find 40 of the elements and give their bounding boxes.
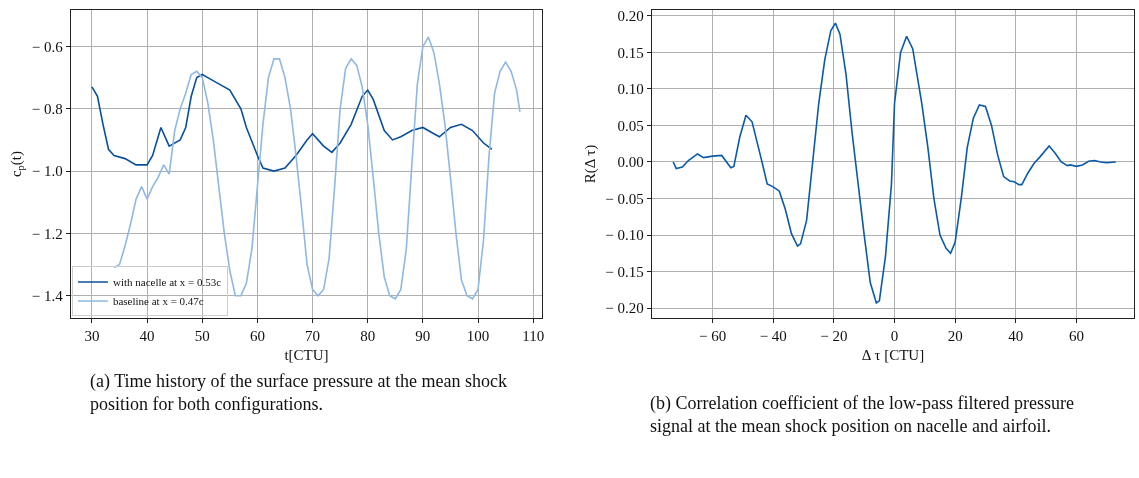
legend-label: baseline at x = 0.47c — [112, 295, 204, 308]
legend-label: with nacelle at x = 0.53c — [112, 276, 222, 289]
x-tick-label: 100 — [466, 328, 490, 345]
text: (b) Correlation coefficient of the low-pass filtered pressure signal at the mean shock position on nacelle and airfoil. — [650, 392, 1075, 438]
y-tick-label: 0.20 — [617, 8, 644, 25]
y-tick-label: − 0.05 — [605, 190, 644, 207]
line-series — [91, 73, 493, 172]
y-tick-label: 0.10 — [617, 81, 644, 98]
y-tick-label: 0.00 — [617, 154, 644, 171]
x-axis-title: t[CTU] — [284, 347, 329, 364]
text: (a) Time history of the surface pressure at the mean shock position for both configurations. — [90, 370, 508, 416]
x-tick-label: 60 — [249, 328, 265, 345]
x-axis-title: Δ τ [CTU] — [861, 347, 925, 364]
y-axis-title: R(Δ τ) — [581, 144, 599, 184]
x-tick-label: 50 — [194, 328, 210, 345]
y-tick-label: − 0.10 — [605, 227, 644, 244]
x-tick-label: 90 — [415, 328, 431, 345]
x-tick-label: − 40 — [759, 328, 787, 345]
x-tick-label: 40 — [1008, 328, 1024, 345]
x-tick-label: 0 — [890, 328, 899, 345]
x-tick-label: 20 — [947, 328, 963, 345]
x-tick-label: 30 — [84, 328, 100, 345]
x-tick-label: 60 — [1068, 328, 1084, 345]
x-tick-label: 70 — [305, 328, 321, 345]
y-tick-label: − 1.2 — [31, 225, 63, 242]
x-tick-label: 40 — [139, 328, 155, 345]
x-tick-label: 80 — [360, 328, 376, 345]
y-tick-label: − 1.0 — [31, 163, 63, 180]
x-tick-label: − 60 — [699, 328, 727, 345]
y-tick-label: 0.05 — [617, 117, 644, 134]
x-tick-label: − 20 — [820, 328, 848, 345]
y-tick-label: − 0.15 — [605, 263, 644, 280]
y-tick-label: − 1.4 — [31, 287, 64, 304]
line-series — [672, 22, 1117, 304]
x-tick-label: 110 — [522, 328, 545, 345]
y-tick-label: − 0.8 — [31, 101, 63, 118]
line-series — [113, 36, 521, 300]
y-tick-label: 0.15 — [617, 44, 644, 61]
y-tick-label: − 0.6 — [31, 38, 64, 55]
y-tick-label: − 0.20 — [605, 300, 644, 317]
